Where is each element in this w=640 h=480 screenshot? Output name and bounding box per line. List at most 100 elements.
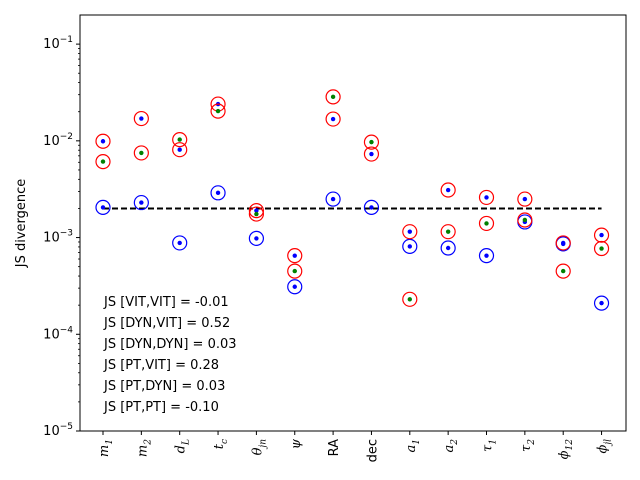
y-tick-label: 10−2 bbox=[43, 132, 73, 149]
y-tick-label: 10−3 bbox=[43, 229, 73, 246]
data-point bbox=[407, 244, 412, 249]
x-tick-label: ψ bbox=[289, 438, 304, 449]
data-ring bbox=[248, 230, 264, 247]
annotation-text: JS [PT,PT] = -0.10 bbox=[103, 400, 219, 415]
data-point bbox=[100, 205, 106, 210]
data-point bbox=[522, 196, 528, 202]
data-ring bbox=[593, 295, 610, 311]
data-point bbox=[292, 284, 297, 289]
data-point bbox=[484, 253, 489, 258]
data-point bbox=[561, 268, 566, 274]
data-ring bbox=[172, 142, 188, 158]
data-ring bbox=[325, 191, 341, 207]
data-ring bbox=[248, 206, 264, 222]
data-ring bbox=[363, 199, 380, 216]
data-point bbox=[369, 151, 374, 157]
x-tick-label: ϕ12 bbox=[557, 439, 575, 460]
data-point bbox=[177, 240, 182, 246]
data-ring bbox=[555, 263, 571, 279]
data-ring bbox=[248, 202, 264, 219]
x-tick-label: τ2 bbox=[519, 439, 537, 452]
data-ring bbox=[95, 133, 111, 149]
data-ring bbox=[95, 154, 111, 170]
x-tick-label: tc bbox=[212, 439, 230, 449]
x-tick-label: m2 bbox=[135, 439, 153, 457]
data-ring bbox=[172, 235, 188, 251]
data-point bbox=[369, 139, 374, 145]
data-point bbox=[139, 200, 144, 205]
annotation-text: JS [PT,VIT] = 0.28 bbox=[103, 358, 219, 373]
data-point bbox=[292, 268, 297, 274]
data-point bbox=[599, 300, 604, 306]
data-point bbox=[561, 240, 566, 246]
data-ring bbox=[478, 189, 495, 206]
data-point bbox=[254, 211, 259, 217]
data-point bbox=[254, 208, 259, 213]
data-ring bbox=[402, 291, 418, 307]
data-ring bbox=[517, 191, 533, 207]
data-point bbox=[139, 116, 144, 121]
annotation-text: JS [PT,DYN] = 0.03 bbox=[103, 379, 225, 394]
y-tick-label: 10−1 bbox=[43, 35, 73, 52]
data-ring bbox=[210, 103, 226, 119]
data-point bbox=[330, 116, 336, 122]
data-ring bbox=[517, 212, 533, 228]
data-point bbox=[599, 232, 604, 238]
data-ring bbox=[402, 238, 418, 255]
data-ring bbox=[555, 235, 571, 251]
x-tick-label: τ1 bbox=[481, 439, 499, 452]
data-point bbox=[177, 147, 182, 152]
data-ring bbox=[325, 111, 341, 127]
data-point bbox=[407, 297, 412, 302]
x-tick-label: dec bbox=[365, 439, 380, 462]
data-ring bbox=[363, 134, 380, 150]
data-point bbox=[484, 195, 489, 200]
data-ring bbox=[133, 194, 149, 211]
data-point bbox=[292, 253, 297, 258]
annotation-text: JS [VIT,VIT] = -0.01 bbox=[103, 295, 229, 310]
data-ring bbox=[287, 263, 303, 279]
data-point bbox=[599, 246, 604, 251]
data-point bbox=[445, 187, 451, 193]
data-point bbox=[100, 159, 106, 164]
data-ring bbox=[440, 182, 456, 198]
data-ring bbox=[133, 110, 149, 127]
data-point bbox=[254, 236, 259, 241]
x-tick-label: ϕjl bbox=[596, 439, 614, 454]
y-tick-label: 10−4 bbox=[43, 325, 73, 342]
data-ring bbox=[210, 185, 226, 201]
data-point bbox=[215, 190, 221, 196]
data-point bbox=[139, 150, 144, 156]
plot-area bbox=[79, 14, 627, 432]
data-ring bbox=[95, 199, 111, 216]
data-ring bbox=[402, 224, 418, 240]
data-point bbox=[330, 196, 336, 202]
x-tick-label: a2 bbox=[442, 439, 460, 453]
data-point bbox=[100, 139, 106, 144]
x-tick-label: RA bbox=[327, 439, 342, 457]
data-ring bbox=[363, 146, 380, 162]
data-ring bbox=[172, 131, 188, 148]
data-point bbox=[177, 137, 182, 142]
annotation-text: JS [DYN,DYN] = 0.03 bbox=[103, 337, 237, 352]
data-ring bbox=[133, 145, 149, 161]
data-ring bbox=[325, 89, 341, 105]
data-point bbox=[407, 229, 412, 234]
data-ring bbox=[440, 224, 456, 240]
data-point bbox=[445, 245, 451, 251]
x-tick-label: dL bbox=[174, 439, 192, 453]
data-ring bbox=[478, 248, 495, 264]
data-ring bbox=[593, 240, 610, 257]
data-point bbox=[215, 108, 221, 114]
data-point bbox=[369, 205, 374, 210]
data-ring bbox=[440, 240, 456, 256]
data-point bbox=[484, 221, 489, 226]
x-tick-label: m1 bbox=[97, 439, 115, 457]
y-axis-title: JS divergence bbox=[14, 179, 29, 269]
data-point bbox=[330, 94, 336, 100]
data-point bbox=[522, 217, 528, 223]
annotation-text: JS [DYN,VIT] = 0.52 bbox=[103, 316, 230, 331]
data-ring bbox=[287, 248, 303, 264]
